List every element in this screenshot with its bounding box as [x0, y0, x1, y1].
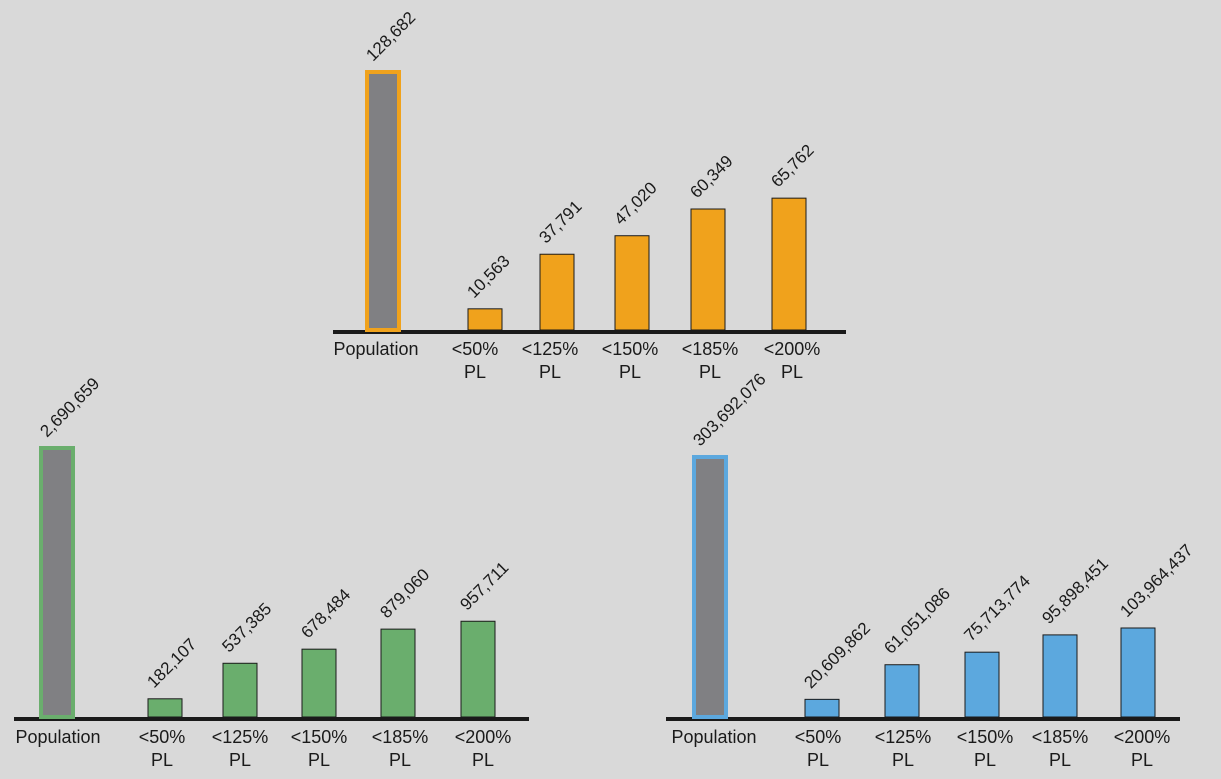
category-label: Population	[671, 727, 756, 747]
data-label: 75,713,774	[960, 571, 1034, 645]
data-label: 182,107	[143, 635, 200, 692]
data-label: 37,791	[535, 197, 585, 247]
category-label: <125% PL	[212, 727, 269, 770]
bar-poverty-level	[771, 197, 807, 331]
bar-poverty-level	[460, 620, 496, 718]
data-label: 47,020	[610, 178, 660, 228]
category-label: <50% PL	[795, 727, 842, 770]
category-label: <200% PL	[1114, 727, 1171, 770]
bar-poverty-level	[539, 253, 575, 331]
data-label: 2,690,659	[36, 374, 103, 441]
data-label: 10,563	[463, 251, 513, 301]
data-label: 65,762	[767, 141, 817, 191]
bar-poverty-level	[1120, 627, 1156, 718]
bar-poverty-level	[690, 208, 726, 331]
bar-poverty-level	[884, 664, 920, 718]
bar-population	[692, 455, 728, 719]
data-label: 957,711	[456, 558, 512, 614]
category-label: <150% PL	[291, 727, 348, 770]
category-label: <200% PL	[764, 339, 821, 382]
data-label: 60,349	[686, 152, 736, 202]
data-label: 61,051,086	[880, 584, 954, 658]
category-label: <185% PL	[1032, 727, 1089, 770]
category-label: Population	[333, 339, 418, 359]
category-label: <50% PL	[139, 727, 186, 770]
category-label: <125% PL	[522, 339, 579, 382]
category-label: <125% PL	[875, 727, 932, 770]
data-label: 95,898,451	[1038, 554, 1112, 628]
bar-poverty-level	[1042, 634, 1078, 718]
category-label: <50% PL	[452, 339, 499, 382]
category-label: Population	[15, 727, 100, 747]
data-label: 103,964,437	[1116, 541, 1196, 621]
category-label: <185% PL	[682, 339, 739, 382]
bar-population	[365, 70, 401, 332]
data-label: 678,484	[297, 585, 354, 642]
bar-poverty-level	[804, 698, 840, 718]
bar-poverty-level	[380, 628, 416, 718]
category-label: <200% PL	[455, 727, 512, 770]
chart-orange: 128,682 Population 10,563 <50% PL 37,791 <125%…	[333, 8, 846, 382]
chart-green: 2,690,659 Population 182,107 <50% PL 537,385 <…	[14, 374, 529, 770]
bar-poverty-level	[964, 651, 1000, 718]
bar-poverty-level	[614, 235, 650, 331]
bar-poverty-level	[222, 662, 258, 718]
data-label: 537,385	[218, 599, 275, 656]
bar-population	[39, 446, 75, 719]
bar-poverty-level	[147, 698, 183, 718]
data-label: 20,609,862	[800, 619, 874, 693]
bar-poverty-level	[301, 648, 337, 718]
data-label: 128,682	[362, 8, 419, 65]
category-label: <185% PL	[372, 727, 429, 770]
category-label: <150% PL	[957, 727, 1014, 770]
data-label: 879,060	[376, 565, 433, 622]
category-label: <150% PL	[602, 339, 659, 382]
bar-poverty-level	[467, 308, 503, 331]
